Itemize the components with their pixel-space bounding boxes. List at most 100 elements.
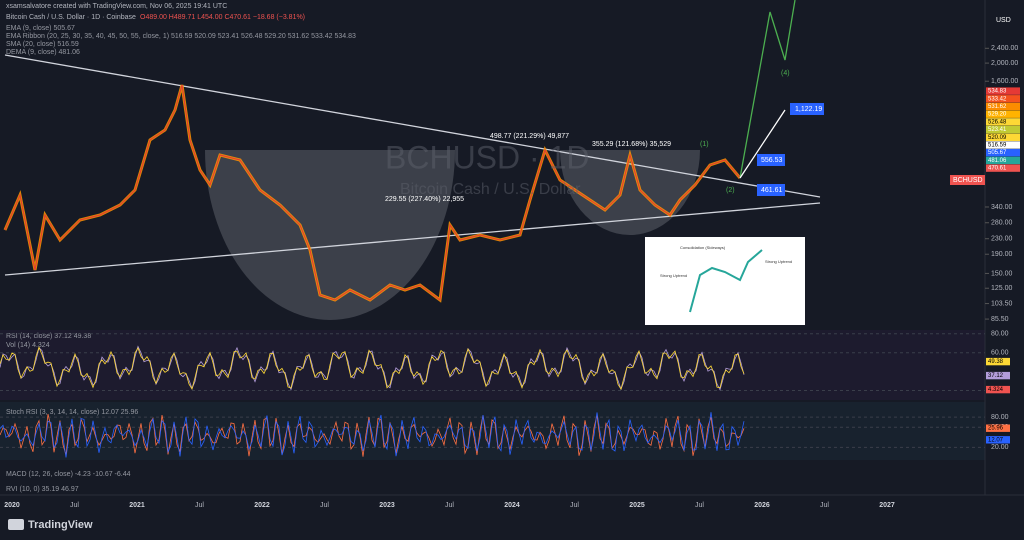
rvi-label: RVI (10, 0) 35.19 46.97 (6, 486, 79, 493)
oscillator-trace (0, 413, 745, 457)
value-label: 4.324 (988, 387, 1004, 393)
oscillator-trace (0, 346, 745, 391)
value-box (986, 424, 1010, 432)
annotation: 229.55 (227.40%) 22,955 (385, 196, 464, 203)
price-label: 533.42 (988, 96, 1007, 102)
vol-label: Vol (14) 4.324 (6, 342, 50, 349)
price-label-box (986, 164, 1020, 172)
value-label: 37.12 (988, 373, 1004, 379)
price-label: 481.06 (988, 158, 1007, 164)
y-tick-label: 60.00 (991, 350, 1009, 357)
price-label-box (986, 87, 1020, 95)
trendline (4, 54, 821, 198)
x-tick-label: 2025 (629, 502, 645, 509)
x-tick-label: 2022 (254, 502, 270, 509)
wave-label: (1) (700, 141, 709, 148)
indicator-label: EMA Ribbon (20, 25, 30, 35, 40, 45, 50, … (6, 33, 356, 40)
inset-label: Consolidation (Sideways) (680, 245, 726, 250)
x-tick-label: Jul (195, 502, 204, 509)
price-label: 470.61 (988, 166, 1007, 172)
value-box (986, 385, 1010, 394)
price-label-box (986, 95, 1020, 103)
value-box (986, 371, 1010, 380)
price-label: 520.09 (988, 135, 1007, 141)
oscillator-trace (0, 412, 745, 458)
x-tick-label: 2027 (879, 502, 895, 509)
y-tick-label: 190.00 (991, 251, 1013, 258)
indicator-label: EMA (9, close) 505.67 (6, 25, 75, 32)
y-tick-label: 80.00 (991, 414, 1009, 421)
watermark: Bitcoin Cash / U.S. Dollar (400, 181, 581, 198)
y-tick-label: 280.00 (991, 220, 1013, 227)
value-box (986, 357, 1010, 366)
price-label-box (986, 102, 1020, 111)
y-tick-label: 2,000.00 (991, 60, 1018, 67)
symbol: Bitcoin Cash / U.S. Dollar · 1D · Coinba… (6, 14, 136, 21)
value-label: 12.07 (988, 437, 1004, 443)
value-box (986, 436, 1010, 444)
price-label-box (986, 141, 1020, 149)
credit: xsamsalvatore created with TradingView.c… (6, 3, 227, 10)
y-tick-label: 80.00 (991, 331, 1009, 338)
y-tick-label: 230.00 (991, 236, 1013, 243)
y-tick-label: 20.00 (991, 444, 1009, 451)
price-tag (757, 154, 785, 166)
rsi-pane (0, 330, 985, 400)
x-tick-label: Jul (70, 502, 79, 509)
x-tick-label: 2020 (4, 502, 20, 509)
y-tick-label: 125.00 (991, 285, 1013, 292)
currency: USD (996, 17, 1011, 24)
price-tag-label: 556.53 (761, 157, 783, 164)
price-tag-label: 461.61 (761, 187, 783, 194)
inset-image (645, 237, 805, 325)
price-label: 529.20 (988, 112, 1007, 118)
ohlc: O489.00 H489.71 L454.00 C470.61 −18.68 (… (140, 14, 305, 21)
y-tick-label: 150.00 (991, 270, 1013, 277)
price-line (4, 84, 741, 301)
oscillator-trace (0, 345, 745, 391)
y-tick-label: 85.50 (991, 316, 1009, 323)
price-label-box (986, 156, 1020, 165)
annotation: 355.29 (121.68%) 35,529 (592, 141, 671, 148)
value-label: 25.96 (988, 426, 1004, 432)
y-tick-label: 103.50 (991, 300, 1013, 307)
price-label-box (986, 133, 1020, 141)
x-tick-label: 2021 (129, 502, 145, 509)
x-tick-label: Jul (320, 502, 329, 509)
y-tick-label: 2,400.00 (991, 45, 1018, 52)
price-tag-label: 1,122.19 (795, 106, 822, 113)
x-tick-label: Jul (820, 502, 829, 509)
cup-shape (560, 150, 700, 235)
wave-label: (4) (781, 70, 790, 77)
price-label-box (986, 149, 1020, 157)
x-tick-label: Jul (695, 502, 704, 509)
price-label: 531.62 (988, 104, 1007, 110)
logo-icon (8, 519, 24, 530)
trendline (4, 202, 821, 276)
price-label-box (986, 118, 1020, 126)
x-tick-label: Jul (570, 502, 579, 509)
inset-label: Strong Uptrend (765, 259, 792, 264)
symbol-tag (950, 175, 985, 185)
stoch-label: Stoch RSI (3, 3, 14, 14, close) 12.07 25… (6, 409, 138, 416)
watermark: BCHUSD · 1D (385, 139, 589, 175)
stoch-pane (0, 402, 985, 460)
annotation: 498.77 (221.29%) 49,877 (490, 133, 569, 140)
x-tick-label: 2023 (379, 502, 395, 509)
price-label: 523.41 (988, 127, 1007, 133)
cup-shape (205, 150, 455, 320)
projection (739, 109, 786, 179)
inset-path (689, 249, 763, 313)
price-label: 505.67 (988, 150, 1007, 156)
rsi-label: RSI (14, close) 37.12 49.38 (6, 333, 91, 340)
price-label: 534.83 (988, 89, 1007, 95)
price-label: 526.48 (988, 119, 1007, 125)
x-tick-label: 2024 (504, 502, 520, 509)
wave-label: (2) (726, 187, 735, 194)
symbol-tag-label: BCHUSD (953, 177, 983, 184)
price-tag (790, 103, 824, 115)
inset-label: Strong Uptrend (660, 273, 687, 278)
price-label-box (986, 125, 1020, 134)
value-label: 49.38 (988, 359, 1004, 365)
price-label: 516.59 (988, 142, 1007, 148)
